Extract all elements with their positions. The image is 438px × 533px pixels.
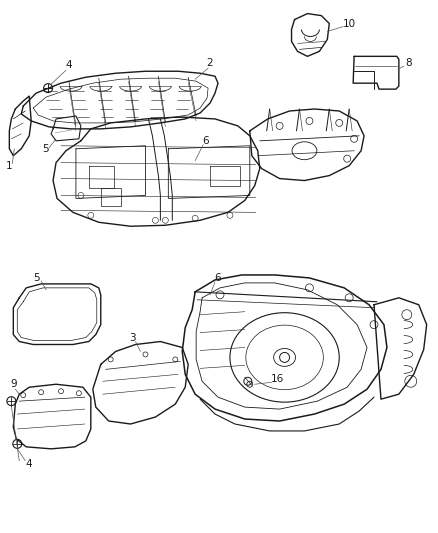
Text: 4: 4 xyxy=(66,60,72,70)
Text: 2: 2 xyxy=(207,58,213,68)
Text: 5: 5 xyxy=(42,144,49,154)
Text: 9: 9 xyxy=(10,379,17,389)
Text: 8: 8 xyxy=(406,58,412,68)
Text: 5: 5 xyxy=(33,273,39,283)
Text: 16: 16 xyxy=(271,374,284,384)
Text: 10: 10 xyxy=(343,19,356,29)
Text: 6: 6 xyxy=(202,136,208,146)
Text: 4: 4 xyxy=(26,459,32,469)
Text: 6: 6 xyxy=(215,273,221,283)
Text: 1: 1 xyxy=(6,160,13,171)
Text: 3: 3 xyxy=(129,333,136,343)
